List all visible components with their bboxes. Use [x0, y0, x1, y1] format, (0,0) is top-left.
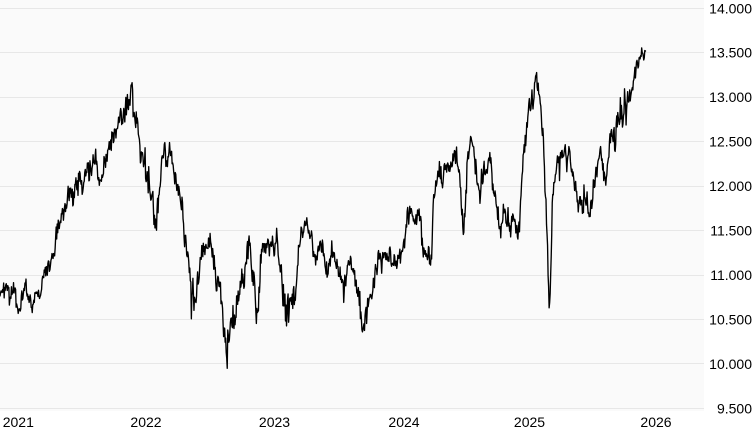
svg-text:9.500: 9.500 [717, 400, 752, 416]
svg-text:2022: 2022 [130, 414, 161, 430]
svg-text:11.000: 11.000 [710, 267, 752, 283]
svg-text:12.500: 12.500 [709, 134, 752, 150]
svg-text:2021: 2021 [3, 414, 34, 430]
svg-text:2024: 2024 [388, 414, 419, 430]
svg-text:10.000: 10.000 [709, 356, 752, 372]
svg-text:2025: 2025 [514, 414, 545, 430]
svg-text:12.000: 12.000 [709, 178, 752, 194]
svg-text:11.500: 11.500 [710, 222, 752, 238]
svg-text:14.000: 14.000 [709, 0, 752, 16]
svg-text:10.500: 10.500 [709, 311, 752, 327]
svg-text:13.500: 13.500 [709, 45, 752, 61]
svg-text:2023: 2023 [259, 414, 290, 430]
svg-text:13.000: 13.000 [709, 89, 752, 105]
svg-text:2026: 2026 [640, 414, 671, 430]
